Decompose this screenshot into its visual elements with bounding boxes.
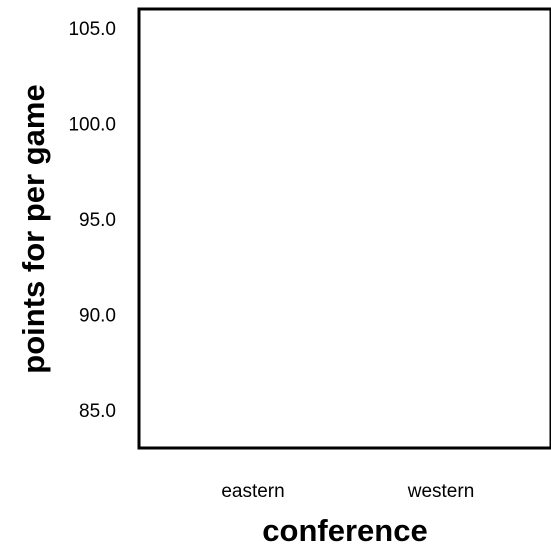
x-axis-ticks: eastern western (221, 481, 474, 502)
y-tick-label: 95.0 (79, 210, 116, 231)
x-tick-label: eastern (221, 481, 284, 502)
y-tick-label: 100.0 (68, 115, 116, 136)
x-axis-title: conference (262, 513, 427, 548)
y-tick-label: 85.0 (79, 401, 116, 422)
y-tick-label: 105.0 (68, 19, 116, 40)
plot-area (137, 7, 551, 450)
y-tick-label: 90.0 (79, 305, 116, 326)
y-axis-ticks: 85.0 90.0 95.0 100.0 105.0 (68, 19, 116, 422)
y-axis-title: points for per game (16, 84, 51, 373)
x-tick-label: western (407, 481, 475, 502)
